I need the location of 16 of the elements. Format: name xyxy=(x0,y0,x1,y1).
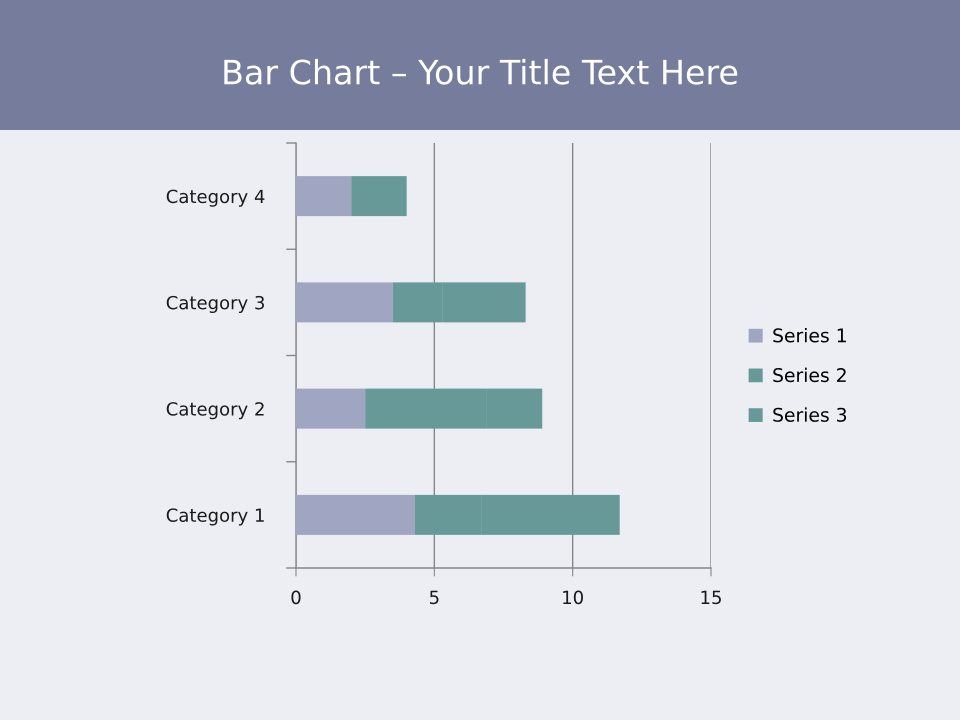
bar xyxy=(296,494,415,535)
x-tick-label: 10 xyxy=(563,590,583,604)
y-tick-label: Category 2 xyxy=(166,402,264,420)
bar xyxy=(296,176,352,216)
x-tick-label: 5 xyxy=(430,590,438,604)
y-tick-label: Category 3 xyxy=(166,296,264,313)
x-tick-label: 0 xyxy=(291,590,301,604)
bar xyxy=(296,388,366,429)
x-tick-label: 15 xyxy=(701,590,721,604)
legend-label: Series 1 xyxy=(773,328,846,342)
y-tick-label: Category 1 xyxy=(166,508,264,526)
y-tick-label: Category 4 xyxy=(166,190,264,207)
legend-label: Series 2 xyxy=(773,368,846,382)
chart-title: Bar Chart – Your Title Text Here xyxy=(224,58,738,85)
legend-label: Series 3 xyxy=(773,407,846,422)
bar xyxy=(296,282,393,322)
